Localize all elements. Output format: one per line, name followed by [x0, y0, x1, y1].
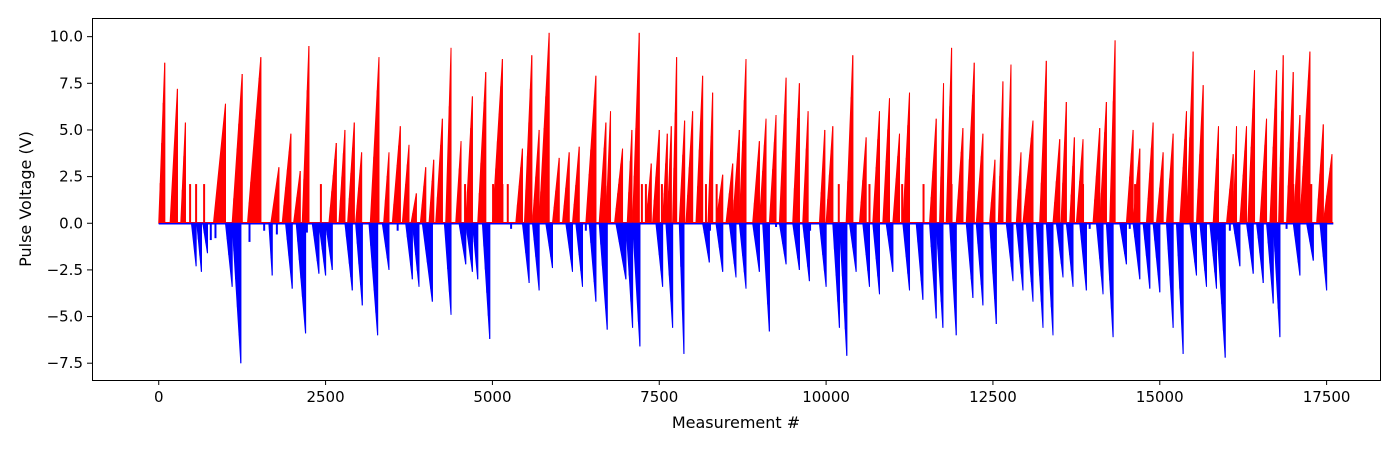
y-tick-label: 0.0 [59, 214, 83, 232]
x-tick-label: 12500 [969, 388, 1017, 406]
positive-pulse-ramp [1005, 64, 1012, 224]
positive-pulse-ramp [997, 81, 1004, 224]
positive-pulse-ramp [445, 47, 452, 224]
positive-pulse-ramp [1109, 40, 1116, 224]
y-tick-label: −7.5 [47, 354, 83, 372]
y-axis-label: Pulse Voltage (V) [16, 131, 35, 267]
positive-pulse-ramp [410, 193, 417, 224]
positive-pulse-ramp [605, 111, 612, 224]
positive-pulse-ramp [802, 111, 809, 224]
x-tick-label: 15000 [1136, 388, 1184, 406]
x-tick-label: 2500 [306, 388, 344, 406]
negative-pulse-ramp [471, 222, 479, 280]
x-tick-label: 10000 [802, 388, 850, 406]
positive-pulse-bars [158, 62, 166, 224]
x-tick-label: 0 [154, 388, 164, 406]
y-tick-label: 5.0 [59, 121, 83, 139]
positive-pulse-ramp [939, 83, 945, 224]
negative-pulse-ramp [678, 222, 685, 354]
positive-pulse-ramp [455, 141, 462, 224]
y-tick-label: −2.5 [47, 261, 83, 279]
positive-pulse-ramp [707, 92, 714, 224]
positive-pulse-ramp [662, 133, 668, 224]
negative-pulse-ramp [196, 222, 202, 272]
negative-pulse-ramp [268, 222, 273, 276]
x-axis: 0 2500 5000 7500 10000 12500 15000 17500 [154, 380, 1351, 406]
plot-area-frame [92, 18, 1381, 381]
x-tick-label: 7500 [640, 388, 678, 406]
positive-pulse-ramp [1069, 137, 1075, 224]
positive-pulse-ramp [626, 129, 633, 224]
positive-pulse-ramp [1278, 55, 1284, 224]
x-axis-label: Measurement # [672, 413, 800, 432]
y-tick-label: −5.0 [47, 308, 83, 326]
y-axis: −7.5 −5.0 −2.5 0.0 2.5 5.0 7.5 10.0 [47, 28, 92, 372]
positive-pulse-ramp [672, 57, 678, 224]
positive-pulse-ramp [1015, 152, 1022, 224]
positive-pulse-ramp [180, 122, 186, 224]
negative-pulse-ramp [202, 222, 208, 254]
positive-pulse-ramp [818, 129, 826, 224]
positive-pulse-ramp [666, 126, 672, 224]
positive-pulse-ramp [428, 159, 435, 224]
y-tick-label: 7.5 [59, 74, 83, 92]
y-tick-label: 10.0 [50, 28, 83, 46]
positive-pulse-series [158, 32, 1334, 224]
positive-pulse-ramp [383, 152, 390, 224]
negative-pulse-ramp [190, 222, 197, 267]
y-tick-label: 2.5 [59, 168, 83, 186]
positive-pulse-ramp [678, 120, 686, 224]
positive-pulse-ramp [1212, 126, 1219, 224]
x-tick-label: 17500 [1303, 388, 1351, 406]
positive-pulse-ramp [989, 159, 996, 224]
positive-pulse-ramp [1060, 101, 1067, 224]
x-tick-label: 5000 [473, 388, 511, 406]
negative-pulse-series [158, 222, 1334, 364]
